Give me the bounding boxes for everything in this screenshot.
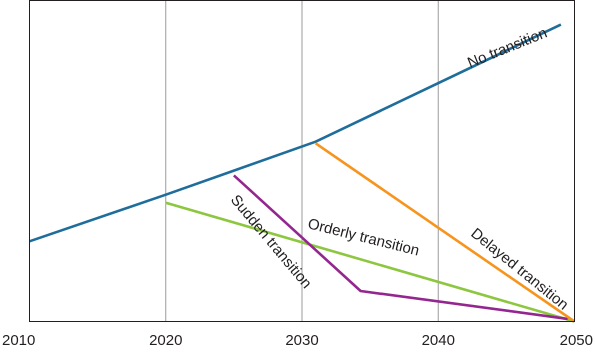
series-line-orderly-transition — [165, 201, 575, 323]
x-tick-label-2050: 2050 — [560, 332, 593, 349]
x-tick-label-2040: 2040 — [422, 332, 455, 349]
series-line-delayed-transition — [314, 142, 576, 323]
series-layer — [29, 23, 576, 323]
grid-layer — [165, 0, 439, 322]
plot-frame — [29, 0, 575, 322]
x-tick-label-2020: 2020 — [149, 332, 182, 349]
x-tick-label-2030: 2030 — [285, 332, 318, 349]
series-label-orderly-transition: Orderly transition — [306, 215, 421, 259]
series-line-sudden-transition — [233, 174, 568, 321]
series-line-no-transition — [29, 23, 562, 243]
x-tick-label-2010: 2010 — [2, 332, 35, 349]
series-label-delayed-transition: Delayed transition — [467, 225, 571, 314]
x-tick-layer: 2010 2020 2030 2040 2050 — [2, 332, 593, 349]
series-label-no-transition: No transition — [465, 24, 549, 71]
